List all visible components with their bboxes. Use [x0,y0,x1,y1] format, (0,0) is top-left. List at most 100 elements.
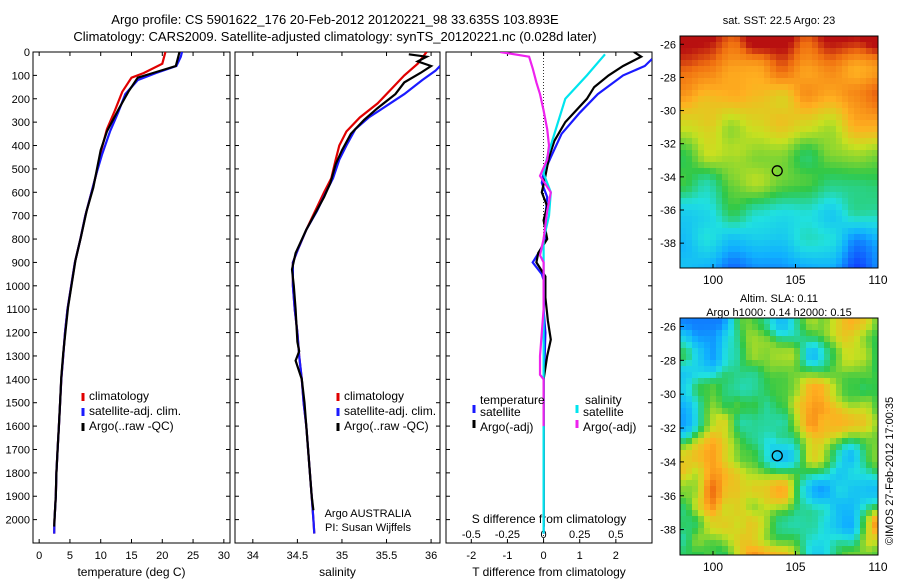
y-tick-label: 700 [12,211,30,223]
map-x-tick-label: 105 [785,273,805,287]
x-tick-label: 34 [247,550,259,562]
map-subtitle: Argo h1000: 0.14 h2000: 0.15 [706,307,852,319]
x-tick-label: 25 [187,550,199,562]
map-y-tick-label: -36 [660,205,676,217]
x-axis-label: T difference from climatology [472,565,626,579]
legend-label: Argo(-adj) [583,420,636,434]
legend-label: Argo(-adj) [480,420,533,434]
legend-label: satellite-adj. clim. [89,404,181,418]
map-title: Altim. SLA: 0.11 [740,293,818,305]
legend-label: satellite [480,405,521,419]
map-y-tick-label: -30 [660,106,676,118]
y-tick-label: 1700 [6,444,30,456]
map-y-tick-label: -34 [660,172,676,184]
series-argo-raw-qc [53,52,181,527]
float-owner-annotation: Argo AUSTRALIA [325,508,412,520]
plot-frame [32,51,231,544]
map-y-tick-label: -32 [660,423,676,435]
map-x-tick-label: 110 [868,560,887,574]
copyright-credit: ©IMOS 27-Feb-2012 17:00:35 [884,397,896,545]
x-tick-label: 30 [218,550,230,562]
chart-differences: -2 -1 0 1 2 T difference from climatology S di… [445,51,653,579]
float-owner-annotation: PI: Susan Wijffels [325,522,411,534]
x-tick-label: 0 [541,550,547,562]
argo-float-marker [771,450,783,462]
satellite-maps: sat. SST: 22.5 Argo: 23 100 105 110 -26 -28 -3… [660,15,888,574]
y-tick-label: 800 [12,234,30,246]
chart-temperature: 0100200300400500600700800900100011001200… [6,47,231,579]
plot-frame [445,51,653,544]
x-axis-label: salinity [319,565,356,579]
map-y-tick-label: -26 [660,321,676,333]
plot-frame [234,51,441,544]
legend-label: climatology [344,389,404,403]
x-axis-label: temperature (deg C) [77,565,185,579]
profile-plots: 0100200300400500600700800900100011001200… [6,47,653,579]
y-tick-label: 1500 [6,398,30,410]
map-field [680,318,878,555]
x-tick-label: -2 [466,550,476,562]
legend-title-salinity: salinity [585,393,622,407]
y-tick-label: 1900 [6,491,30,503]
y-tick-label: 2000 [6,515,30,527]
figure-title-line1: Argo profile: CS 5901622_176 20-Feb-2012… [111,12,559,27]
argo-float-marker [771,165,783,177]
map-x-tick-label: 100 [703,560,723,574]
map-y-tick-label: -32 [660,139,676,151]
s-tick-label: -0.25 [495,529,520,541]
y-tick-label: 200 [12,94,30,106]
series-s-argo-adj [500,52,552,427]
x-tick-label: 34.5 [287,550,308,562]
y-tick-label: 100 [12,70,30,82]
map-y-tick-label: -28 [660,355,676,367]
y-tick-label: 1100 [6,304,30,316]
y-tick-label: 400 [12,141,30,153]
map-x-tick-label: 105 [785,560,805,574]
map-y-tick-label: -36 [660,491,676,503]
x-tick-label: 1 [577,550,583,562]
map-frame [679,317,879,556]
y-tick-label: 600 [12,187,30,199]
x-tick-label: 20 [156,550,168,562]
figure-title-line2: Climatology: CARS2009. Satellite-adjuste… [73,29,596,44]
x-tick-label: 5 [67,550,73,562]
map-y-tick-label: -38 [660,525,676,537]
legend-label: Argo(..raw -QC) [344,419,429,433]
s-tick-label: 0.5 [608,529,623,541]
s-axis-label: S difference from climatology [472,512,627,526]
map-y-tick-label: -30 [660,389,676,401]
s-tick-label: -0.5 [462,529,481,541]
y-tick-label: 0 [24,47,30,59]
map-title: sat. SST: 22.5 Argo: 23 [723,15,836,27]
series-argo-raw-qc [290,53,434,511]
y-tick-label: 1600 [6,421,30,433]
legend-title-temperature: temperature [480,393,545,407]
x-tick-label: 10 [95,550,107,562]
y-tick-label: 1800 [6,468,30,480]
map-sst-map: sat. SST: 22.5 Argo: 23 100 105 110 -26 -28 -3… [660,15,888,287]
map-y-tick-label: -26 [660,39,676,51]
legend-label: climatology [89,389,149,403]
map-sla-map: Altim. SLA: 0.11 Argo h1000: 0.14 h2000: … [660,293,888,574]
map-y-tick-label: -38 [660,238,676,250]
y-tick-label: 1400 [6,374,30,386]
map-x-tick-label: 110 [868,273,887,287]
y-tick-label: 1300 [6,351,30,363]
y-tick-label: 900 [12,257,30,269]
y-tick-label: 300 [12,117,30,129]
x-tick-label: 36 [425,550,437,562]
map-y-tick-label: -34 [660,457,676,469]
x-tick-label: 0 [36,550,42,562]
y-tick-label: 1000 [6,281,30,293]
map-x-tick-label: 100 [703,273,723,287]
x-tick-label: -1 [503,550,513,562]
x-tick-label: 2 [613,550,619,562]
map-frame [679,35,879,269]
legend-label: satellite [583,405,624,419]
x-tick-label: 15 [125,550,137,562]
x-tick-label: 35.5 [376,550,397,562]
chart-salinity: 34 34.5 35 35.5 36 salinity climatologysatelli… [234,51,441,579]
y-tick-label: 500 [12,164,30,176]
legend-label: satellite-adj. clim. [344,404,436,418]
